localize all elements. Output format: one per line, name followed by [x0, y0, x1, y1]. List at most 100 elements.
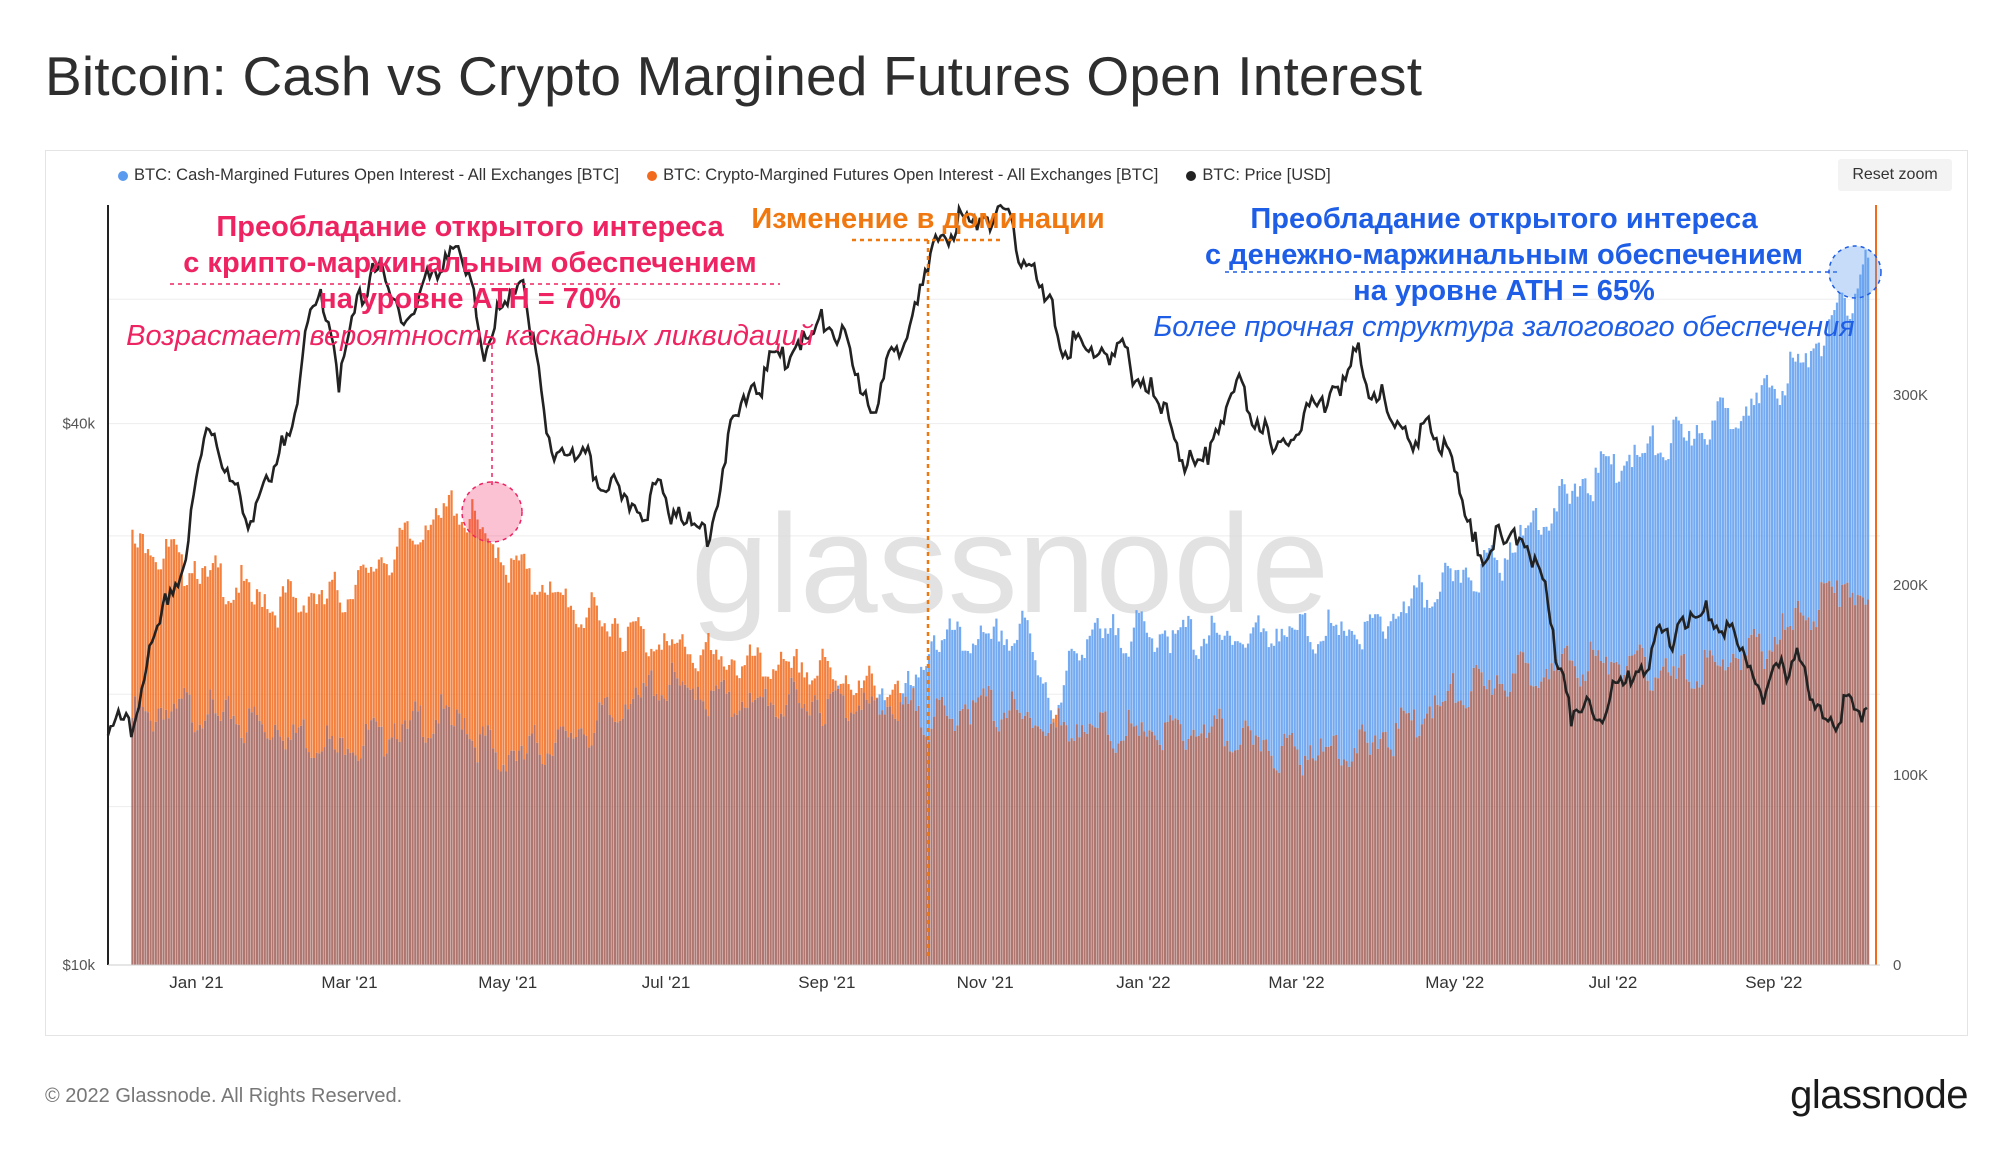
bar-crypto: [850, 689, 853, 713]
bar-overlap: [1262, 740, 1265, 965]
bar-overlap: [507, 754, 510, 965]
bar-overlap: [1285, 737, 1289, 965]
bar-overlap: [1145, 736, 1148, 965]
bar-overlap: [1475, 664, 1478, 965]
bar-overlap: [1659, 670, 1662, 965]
bar-overlap: [1036, 726, 1040, 965]
bar-overlap: [611, 717, 614, 965]
bar-cash: [1477, 592, 1481, 669]
bar-crypto: [645, 652, 648, 687]
bar-cash: [1127, 656, 1130, 710]
bar-cash: [1682, 437, 1686, 654]
bar-overlap: [281, 740, 285, 965]
bar-cash: [1576, 496, 1579, 678]
bar-cash: [966, 650, 969, 710]
bar-cash: [1625, 461, 1628, 666]
bar-crypto: [868, 665, 871, 704]
bar-cash: [974, 645, 977, 703]
legend-item-price[interactable]: BTC: Price [USD]: [1186, 166, 1331, 185]
bar-crypto: [183, 586, 186, 688]
bar-crypto: [310, 592, 313, 758]
bar-overlap: [1867, 599, 1870, 965]
bar-overlap: [1425, 713, 1429, 965]
bar-overlap: [549, 754, 552, 965]
bar-overlap: [271, 737, 274, 965]
bar-overlap: [598, 702, 601, 965]
bar-cash: [935, 649, 938, 699]
bar-crypto: [279, 596, 282, 737]
legend-item-cash[interactable]: BTC: Cash-Margined Futures Open Interest…: [118, 166, 619, 185]
bar-crypto: [818, 660, 822, 713]
bar-overlap: [811, 701, 814, 965]
bar-cash: [1122, 653, 1125, 741]
bar-overlap: [922, 734, 925, 965]
bar-overlap: [990, 689, 993, 965]
bar-cash: [1685, 440, 1688, 680]
bar-overlap: [1060, 725, 1063, 965]
bar-cash: [1233, 641, 1237, 751]
bar-overlap: [242, 743, 246, 965]
bar-cash: [1519, 524, 1522, 652]
bar-cash: [1140, 611, 1143, 723]
x-tick-label: Jan '21: [169, 973, 223, 992]
bar-overlap: [216, 715, 220, 965]
bar-overlap: [608, 715, 611, 965]
bar-overlap: [1794, 607, 1797, 965]
annotation-left-italic: Возрастает вероятность каскадных ликвида…: [126, 320, 814, 352]
bar-overlap: [1859, 595, 1862, 965]
bar-overlap: [1454, 702, 1457, 965]
bar-overlap: [139, 699, 142, 965]
bar-cash: [1350, 631, 1353, 762]
bar-overlap: [1742, 654, 1745, 965]
bar-overlap: [1864, 604, 1867, 965]
bar-overlap: [1189, 735, 1193, 965]
x-tick-label: Sep '22: [1745, 973, 1802, 992]
bar-overlap: [263, 732, 266, 965]
bar-crypto: [460, 521, 464, 730]
legend-item-crypto[interactable]: BTC: Crypto-Margined Futures Open Intere…: [647, 166, 1158, 185]
bar-crypto: [616, 623, 619, 723]
bar-overlap: [538, 754, 541, 965]
bar-overlap: [1540, 681, 1543, 965]
x-tick-label: Mar '22: [1268, 973, 1324, 992]
bar-crypto: [364, 567, 368, 724]
bar-crypto: [857, 680, 860, 706]
bar-overlap: [1498, 683, 1501, 965]
bar-overlap: [494, 752, 497, 965]
bar-overlap: [1856, 595, 1859, 965]
bar-cash: [1537, 530, 1540, 688]
bar-cash: [922, 669, 925, 735]
bar-overlap: [1169, 715, 1172, 965]
bar-overlap: [847, 720, 850, 965]
reset-zoom-button[interactable]: Reset zoom: [1838, 159, 1952, 191]
bar-crypto: [497, 547, 500, 770]
bar-cash: [1088, 635, 1091, 724]
bar-overlap: [642, 682, 645, 965]
bar-cash: [961, 650, 964, 709]
bar-crypto: [424, 525, 427, 743]
bar-overlap: [761, 697, 765, 965]
bar-overlap: [1521, 652, 1525, 965]
bar-cash: [1306, 636, 1309, 760]
bar-overlap: [1322, 751, 1325, 965]
bar-overlap: [759, 696, 762, 965]
bar-overlap: [1309, 745, 1312, 965]
bar-overlap: [201, 728, 204, 965]
bar-cash: [1641, 453, 1644, 648]
bar-overlap: [227, 696, 230, 965]
bar-overlap: [1630, 655, 1634, 965]
bar-overlap: [1368, 754, 1372, 965]
bar-overlap: [1176, 719, 1180, 965]
bar-crypto: [315, 604, 318, 753]
bar-overlap: [1664, 658, 1667, 965]
bar-crypto: [567, 607, 570, 738]
bar-cash: [1737, 428, 1740, 659]
bar-overlap: [261, 724, 264, 965]
bar-cash: [1148, 637, 1151, 731]
bar-overlap: [536, 742, 539, 965]
bar-cash: [1368, 614, 1372, 755]
bar-overlap: [1706, 657, 1709, 965]
bar-overlap: [1604, 656, 1608, 965]
bar-cash: [1636, 454, 1639, 651]
bar-crypto: [377, 559, 381, 727]
